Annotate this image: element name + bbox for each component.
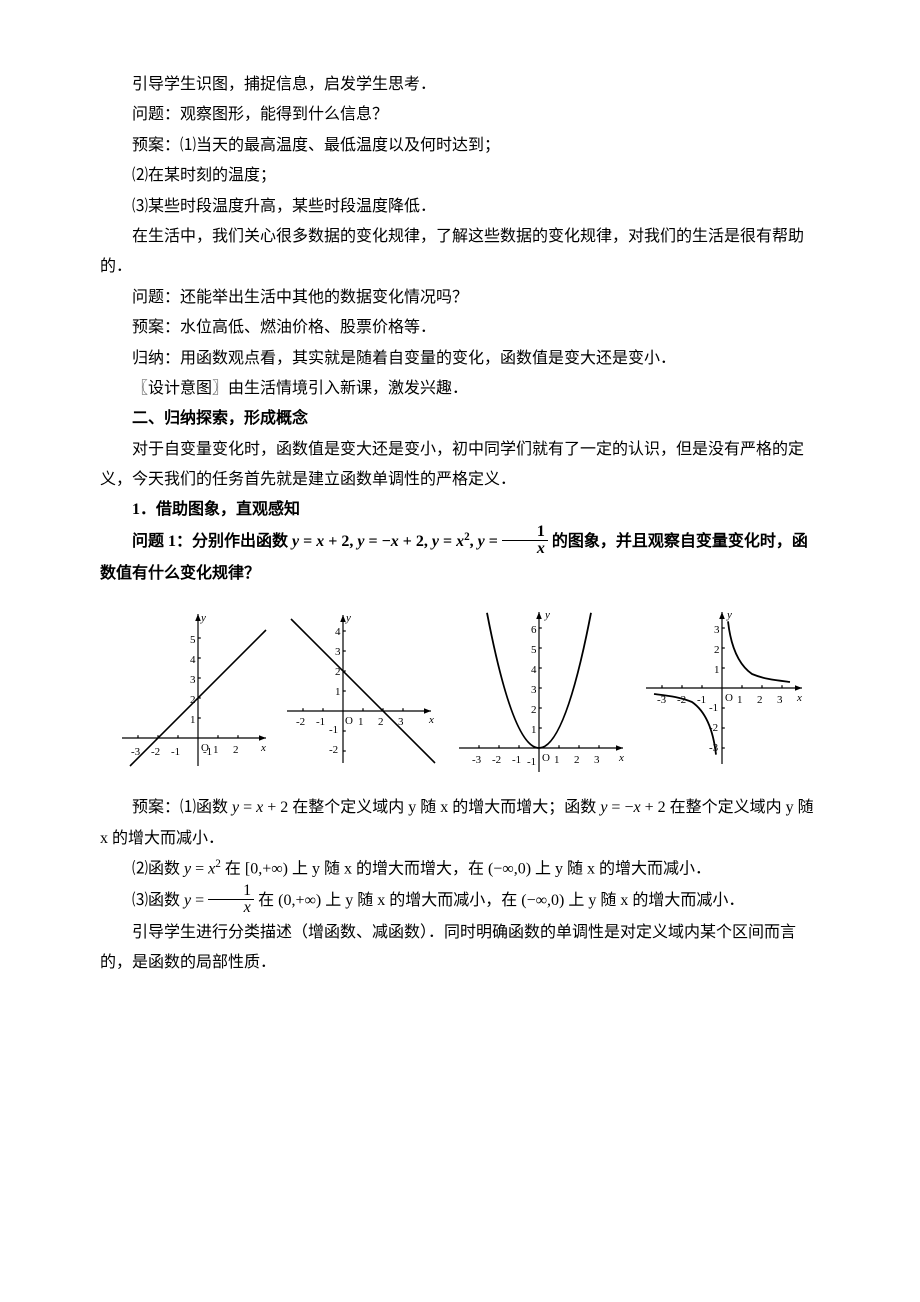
chart-y-eq-1-over-x: -3 -2 -1 1 2 3 -1 -2 -3 1 2 3 y x O xyxy=(637,603,807,773)
svg-text:1: 1 xyxy=(531,724,537,736)
svg-text:2: 2 xyxy=(531,704,537,716)
svg-text:1: 1 xyxy=(213,744,219,756)
svg-text:2: 2 xyxy=(757,694,763,706)
text: 在 (0,+∞) 上 y 随 x 的增大而减小，在 (−∞,0) 上 y 随 x… xyxy=(254,892,744,909)
svg-text:-1: -1 xyxy=(512,754,521,766)
svg-text:6: 6 xyxy=(531,624,537,636)
paragraph: 引导学生识图，捕捉信息，启发学生思考． xyxy=(100,70,820,100)
paragraph: 引导学生进行分类描述（增函数、减函数）．同时明确函数的单调性是对定义域内某个区间… xyxy=(100,918,820,979)
svg-text:y: y xyxy=(345,612,351,624)
svg-text:O: O xyxy=(542,752,550,764)
svg-text:3: 3 xyxy=(714,624,720,636)
paragraph: 问题：观察图形，能得到什么信息？ xyxy=(100,100,820,130)
svg-text:-2: -2 xyxy=(329,744,338,756)
svg-text:y: y xyxy=(544,609,550,621)
math: y xyxy=(478,533,485,550)
answer-2: ⑵函数 y = x2 在 [0,+∞) 上 y 随 x 的增大而增大，在 (−∞… xyxy=(100,854,820,885)
svg-text:-1: -1 xyxy=(709,702,718,714)
svg-text:O: O xyxy=(725,692,733,704)
text: 在 [0,+∞) 上 y 随 x 的增大而增大，在 (−∞,0) 上 y 随 x… xyxy=(221,860,711,877)
svg-text:4: 4 xyxy=(531,664,537,676)
text: ⑶函数 xyxy=(132,892,184,909)
paragraph: 归纳：用函数观点看，其实就是随着自变量的变化，函数值是变大还是变小． xyxy=(100,344,820,374)
svg-text:-1: -1 xyxy=(329,724,338,736)
svg-text:x: x xyxy=(260,742,266,754)
svg-text:-2: -2 xyxy=(709,722,718,734)
text: 预案：⑴函数 xyxy=(132,799,232,816)
svg-text:2: 2 xyxy=(233,744,239,756)
math: y xyxy=(292,533,299,550)
svg-text:5: 5 xyxy=(531,644,537,656)
svg-text:-3: -3 xyxy=(709,742,719,754)
svg-text:x: x xyxy=(796,692,802,704)
fraction: 1x xyxy=(502,524,548,557)
text: 问题 1：分别作出函数 xyxy=(132,533,292,550)
math: y xyxy=(357,533,364,550)
text: ⑵函数 xyxy=(132,860,184,877)
svg-text:1: 1 xyxy=(358,716,364,728)
svg-text:y: y xyxy=(726,609,732,621)
subsection-heading: 1．借助图象，直观感知 xyxy=(100,495,820,525)
chart-y-eq-x-squared: -3 -2 -1 1 2 3 -1 1 2 3 4 5 6 y x O xyxy=(449,603,629,773)
svg-text:3: 3 xyxy=(594,754,600,766)
svg-text:1: 1 xyxy=(190,714,196,726)
svg-text:-3: -3 xyxy=(472,754,482,766)
svg-text:1: 1 xyxy=(714,664,720,676)
paragraph: 对于自变量变化时，函数值是变大还是变小，初中同学们就有了一定的认识，但是没有严格… xyxy=(100,435,820,496)
paragraph: ⑶某些时段温度升高，某些时段温度降低． xyxy=(100,192,820,222)
svg-text:-2: -2 xyxy=(677,694,686,706)
answer-1: 预案：⑴函数 y = x + 2 在整个定义域内 y 随 x 的增大而增大；函数… xyxy=(100,793,820,854)
svg-text:4: 4 xyxy=(335,626,341,638)
answer-3: ⑶函数 y = 1x 在 (0,+∞) 上 y 随 x 的增大而减小，在 (−∞… xyxy=(100,885,820,918)
svg-text:2: 2 xyxy=(714,644,720,656)
charts-row: -3 -2 -1 1 2 -1 1 2 3 4 5 y x O -2 -1 1 2 3 -1 -2 1 2 3… xyxy=(100,603,820,773)
math: x xyxy=(456,533,464,550)
paragraph: ⑵在某时刻的温度； xyxy=(100,161,820,191)
text: 在整个定义域内 y 随 x 的增大而增大；函数 xyxy=(288,799,600,816)
svg-text:2: 2 xyxy=(574,754,580,766)
svg-text:-3: -3 xyxy=(131,746,141,758)
svg-text:1: 1 xyxy=(737,694,743,706)
paragraph: 〖设计意图〗由生活情境引入新课，激发兴趣． xyxy=(100,374,820,404)
math: y xyxy=(432,533,439,550)
svg-text:y: y xyxy=(200,612,206,624)
paragraph: 问题：还能举出生活中其他的数据变化情况吗？ xyxy=(100,283,820,313)
svg-text:3: 3 xyxy=(777,694,783,706)
svg-text:-2: -2 xyxy=(151,746,160,758)
svg-text:-1: -1 xyxy=(527,756,536,768)
svg-text:x: x xyxy=(618,752,624,764)
math: x xyxy=(316,533,324,550)
svg-text:5: 5 xyxy=(190,634,196,646)
svg-text:2: 2 xyxy=(335,666,341,678)
chart-y-eq-neg-x-plus-2: -2 -1 1 2 3 -1 -2 1 2 3 4 y x O xyxy=(281,603,441,773)
svg-text:3: 3 xyxy=(190,674,196,686)
question-1: 问题 1：分别作出函数 y = x + 2, y = −x + 2, y = x… xyxy=(100,526,820,589)
svg-text:-1: -1 xyxy=(697,694,706,706)
paragraph: 预案：水位高低、燃油价格、股票价格等． xyxy=(100,313,820,343)
svg-text:3: 3 xyxy=(531,684,537,696)
paragraph: 预案：⑴当天的最高温度、最低温度以及何时达到； xyxy=(100,131,820,161)
math: x xyxy=(391,533,399,550)
svg-text:-1: -1 xyxy=(316,716,325,728)
svg-text:2: 2 xyxy=(190,694,196,706)
svg-text:1: 1 xyxy=(554,754,560,766)
svg-text:1: 1 xyxy=(335,686,341,698)
svg-text:-1: -1 xyxy=(171,746,180,758)
chart-y-eq-x-plus-2: -3-2-112 -1 12345 y x O xyxy=(113,603,273,773)
svg-text:2: 2 xyxy=(378,716,384,728)
svg-text:x: x xyxy=(428,714,434,726)
fraction: 1x xyxy=(208,883,254,916)
svg-text:-2: -2 xyxy=(492,754,501,766)
svg-text:-3: -3 xyxy=(657,694,667,706)
svg-text:-2: -2 xyxy=(296,716,305,728)
svg-text:O: O xyxy=(201,742,209,754)
section-heading: 二、归纳探索，形成概念 xyxy=(100,404,820,434)
svg-text:3: 3 xyxy=(335,646,341,658)
svg-text:O: O xyxy=(345,715,353,727)
svg-text:4: 4 xyxy=(190,654,196,666)
svg-text:3: 3 xyxy=(398,716,404,728)
paragraph: 在生活中，我们关心很多数据的变化规律，了解这些数据的变化规律，对我们的生活是很有… xyxy=(100,222,820,283)
